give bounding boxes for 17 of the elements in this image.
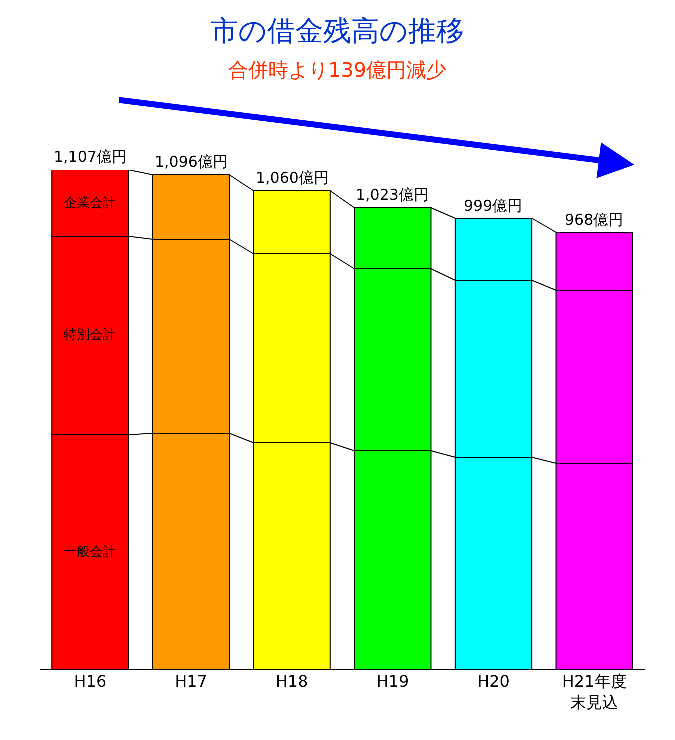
chart-title: 市の借金残高の推移 — [210, 14, 464, 48]
series-label: 一般会計 — [64, 545, 116, 560]
annotation: 1,096億円 — [155, 153, 228, 171]
x-tick-label: H16 — [74, 672, 107, 691]
x-tick-label: H19 — [376, 672, 410, 691]
annotation: 1,107億円 — [54, 148, 127, 166]
annotation: 968億円 — [565, 211, 624, 229]
x-tick-label: H20 — [478, 672, 510, 691]
annotation: 1,023億円 — [356, 186, 429, 204]
annotation: 1,060億円 — [256, 169, 329, 187]
x-tick-label: H18 — [276, 672, 308, 691]
x-tick-label: H17 — [175, 672, 208, 691]
x-tick-label: H21年度末見込 — [562, 672, 627, 712]
series-label: 特別会計 — [64, 328, 116, 343]
chart-subtitle: 合併時より139億円減少 — [228, 58, 447, 82]
annotation: 999億円 — [464, 197, 523, 215]
series-label: 企業会計 — [64, 196, 116, 211]
